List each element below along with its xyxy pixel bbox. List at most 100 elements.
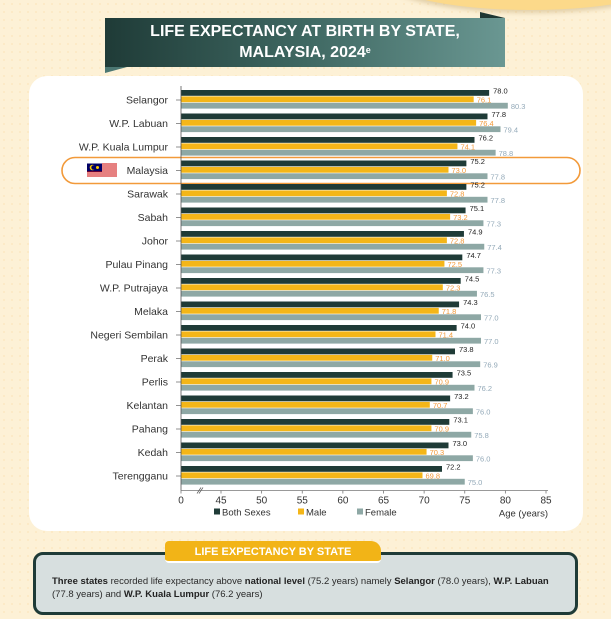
category-label: Sarawak — [127, 189, 169, 201]
bar-male — [181, 331, 436, 338]
data-label: 77.0 — [484, 337, 499, 346]
data-label: 76.1 — [477, 95, 492, 104]
bar-male — [181, 213, 451, 220]
data-label: 76.2 — [479, 134, 494, 143]
summary-highlight: W.P. Kuala Lumpur — [123, 589, 210, 600]
data-label: 76.5 — [480, 290, 495, 299]
data-label: 79.4 — [504, 125, 519, 134]
bar-male — [181, 448, 427, 455]
bar-male — [181, 307, 439, 314]
data-label: 80.3 — [511, 102, 526, 111]
banner-fold-right — [480, 12, 505, 18]
bar-both-sexes — [181, 325, 457, 331]
category-label: Kedah — [138, 447, 169, 459]
bar-both-sexes — [181, 160, 467, 167]
summary-run: (77.8 years) and — [52, 589, 124, 600]
data-label: 73.2 — [454, 392, 469, 401]
category-label: Melaka — [134, 306, 168, 318]
category-label: Malaysia — [127, 165, 169, 177]
data-label: 72.3 — [446, 283, 461, 292]
data-label: 70.9 — [434, 377, 449, 386]
flag-stripe — [87, 171, 117, 173]
data-label: 72.5 — [447, 260, 462, 269]
x-tick-label: 65 — [378, 496, 390, 507]
bar-both-sexes — [181, 442, 449, 449]
bar-female — [181, 361, 481, 368]
bar-male — [181, 354, 433, 361]
data-label: 72.8 — [450, 189, 465, 198]
bar-female — [181, 478, 465, 485]
data-label: 76.2 — [478, 384, 493, 393]
category-label: Sabah — [138, 212, 169, 224]
estimate-superscript: e — [365, 45, 371, 55]
summary-run: (78.0 years), — [434, 576, 494, 587]
data-label: 74.0 — [461, 322, 476, 331]
flag-stripe — [87, 174, 117, 176]
bar-male — [181, 284, 443, 291]
category-label: Perak — [141, 353, 169, 365]
x-tick-label: 50 — [256, 496, 268, 507]
data-label: 73.0 — [452, 166, 467, 175]
bar-male — [181, 472, 423, 479]
summary-text: Three states recorded life expectancy ab… — [52, 575, 567, 601]
data-label: 73.1 — [453, 416, 468, 425]
data-label: 75.8 — [474, 431, 489, 440]
x-tick-label: 55 — [297, 496, 309, 507]
flag-crescent-cut — [91, 165, 96, 170]
data-label: 77.3 — [486, 266, 501, 275]
data-label: 73.5 — [457, 369, 472, 378]
bar-male — [181, 260, 445, 267]
bar-both-sexes — [181, 348, 455, 355]
data-label: 75.0 — [468, 478, 483, 487]
bar-both-sexes — [181, 419, 450, 425]
bar-male — [181, 119, 477, 126]
data-label: 72.8 — [450, 236, 465, 245]
data-label: 78.0 — [493, 87, 508, 96]
legend-label: Both Sexes — [222, 508, 271, 519]
category-label: Pahang — [132, 424, 168, 436]
malaysia-flag-icon — [87, 163, 117, 178]
bar-female — [181, 220, 484, 227]
bar-male — [181, 190, 447, 197]
axis-break-mark — [198, 487, 204, 494]
data-label: 70.3 — [430, 448, 445, 457]
chart-title-line2: MALAYSIA, 2024e — [105, 42, 505, 63]
data-label: 75.2 — [470, 157, 485, 166]
chart-title-banner: LIFE EXPECTANCY AT BIRTH BY STATE, MALAY… — [105, 18, 505, 67]
category-label: Johor — [142, 236, 169, 248]
summary-run: recorded life expectancy above — [107, 576, 245, 587]
flag-star — [96, 166, 99, 169]
bar-both-sexes — [181, 137, 475, 143]
data-label: 69.8 — [426, 471, 441, 480]
data-label: 72.2 — [446, 463, 461, 472]
x-tick-label: 60 — [337, 496, 349, 507]
flag-stripe — [87, 172, 117, 174]
bar-both-sexes — [181, 113, 488, 120]
data-label: 73.8 — [459, 345, 474, 354]
bar-female — [181, 149, 496, 156]
x-tick-label: 85 — [540, 496, 552, 507]
legend-swatch-female — [357, 508, 363, 515]
summary-highlight: Three states — [52, 576, 108, 587]
decorative-blob — [380, 0, 611, 10]
highlight-outline — [61, 156, 581, 185]
flag-stripe — [87, 175, 117, 177]
bar-male — [181, 401, 430, 408]
category-label: W.P. Kuala Lumpur — [79, 142, 169, 154]
bar-both-sexes — [181, 207, 466, 214]
bar-male — [181, 237, 447, 244]
data-label: 77.8 — [491, 196, 506, 205]
data-label: 75.1 — [470, 204, 485, 213]
category-label: Terengganu — [113, 471, 169, 483]
bar-male — [181, 166, 449, 173]
data-label: 77.8 — [492, 110, 507, 119]
axis-break-mark — [196, 487, 202, 494]
summary-highlight: Selangor — [394, 576, 435, 587]
data-label: 74.5 — [465, 275, 480, 284]
bar-female — [181, 337, 481, 344]
bar-female — [181, 314, 481, 321]
bar-both-sexes — [181, 372, 453, 378]
data-label: 76.0 — [476, 454, 491, 463]
bar-female — [181, 290, 477, 297]
chart-title-line1: LIFE EXPECTANCY AT BIRTH BY STATE, — [150, 23, 460, 40]
